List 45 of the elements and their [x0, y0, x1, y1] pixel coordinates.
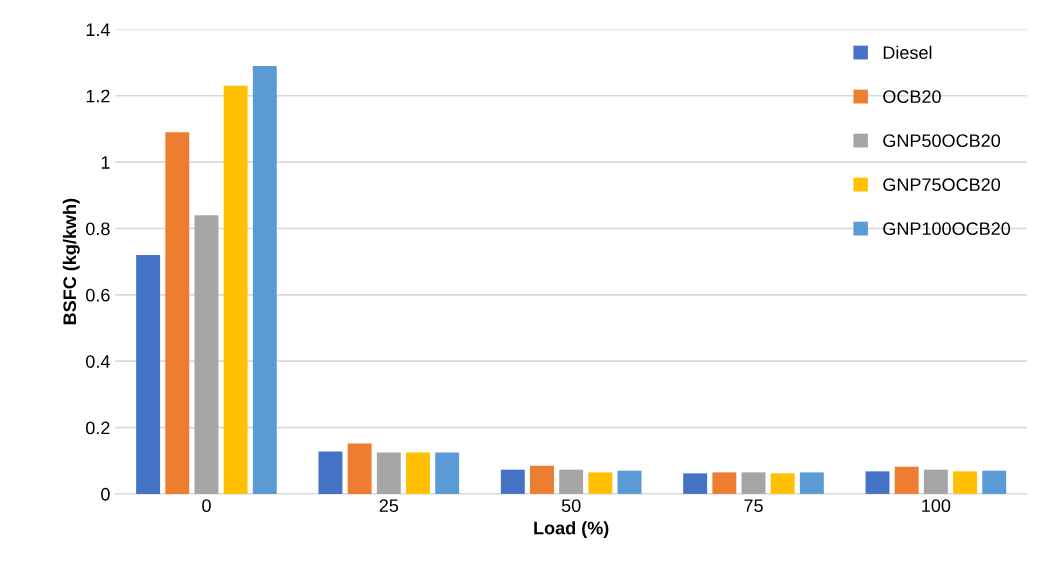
- legend-label: GNP100OCB20: [883, 222, 1011, 236]
- bar: [894, 466, 919, 494]
- bar: [741, 472, 766, 494]
- bar: [799, 472, 824, 494]
- x-tick-label: 0: [202, 499, 211, 513]
- bar: [865, 471, 890, 494]
- bar: [953, 471, 977, 494]
- y-axis-title: BSFC (kg/kwh): [62, 198, 80, 325]
- y-tick-label: 1: [101, 156, 110, 169]
- x-tick-label: 75: [744, 499, 763, 513]
- legend-label: GNP50OCB20: [883, 134, 1001, 148]
- bar: [376, 452, 401, 494]
- y-tick-label: 1.4: [86, 23, 110, 36]
- bar: [435, 452, 460, 494]
- bar: [318, 451, 343, 494]
- y-tick-label: 1.2: [86, 89, 110, 103]
- bar: [588, 472, 613, 494]
- bar: [223, 85, 248, 494]
- legend-label: Diesel: [883, 45, 932, 60]
- bar: [406, 452, 430, 494]
- bar: [530, 465, 554, 494]
- bar: [923, 469, 948, 494]
- bar: [252, 65, 277, 494]
- y-tick-label: 0.6: [86, 288, 110, 302]
- bar: [770, 473, 795, 494]
- x-axis-title: Load (%): [534, 521, 609, 538]
- bar: [617, 470, 642, 494]
- x-tick-label: 100: [922, 499, 951, 513]
- y-tick-label: 0.2: [86, 421, 110, 435]
- bar: [136, 255, 161, 494]
- legend-label: OCB20: [883, 90, 941, 104]
- bar: [500, 469, 525, 494]
- bar: [347, 443, 372, 494]
- x-tick-label: 50: [561, 499, 581, 513]
- x-tick-label: 25: [379, 499, 399, 513]
- y-tick-label: 0.8: [86, 222, 110, 236]
- bar: [683, 473, 708, 494]
- bar: [982, 470, 1007, 494]
- legend-label: GNP75OCB20: [883, 178, 1001, 192]
- bar: [165, 132, 190, 494]
- y-tick-label: 0.4: [86, 355, 110, 368]
- bar: [712, 472, 737, 494]
- y-tick-label: 0: [101, 487, 110, 501]
- bar: [194, 215, 219, 494]
- bar: [559, 469, 584, 494]
